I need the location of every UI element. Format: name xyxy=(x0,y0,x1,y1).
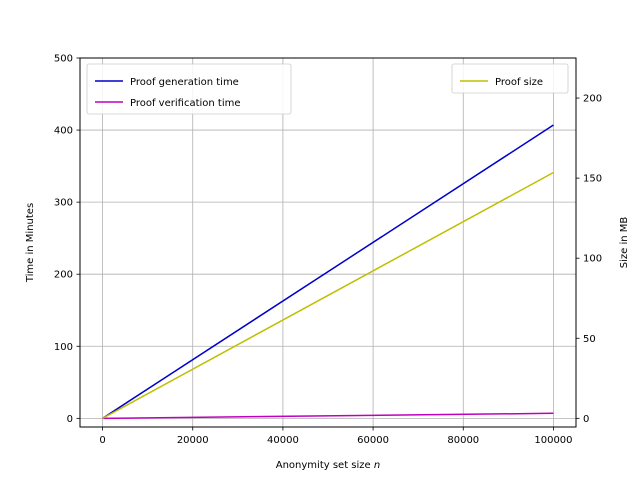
x-tick-label: 40000 xyxy=(267,435,299,446)
left-y-tick-label: 100 xyxy=(54,342,73,353)
x-tick-label: 100000 xyxy=(534,435,572,446)
series-layer xyxy=(102,124,554,420)
left-y-axis-title: Time in Minutes xyxy=(25,203,36,283)
legend-label: Proof generation time xyxy=(130,77,239,88)
left-y-tick-label: 500 xyxy=(54,54,73,65)
legend-right: Proof size xyxy=(451,63,569,94)
series-line-proof-size xyxy=(102,171,554,420)
plot-frame xyxy=(79,57,577,428)
right-y-tick-label: 150 xyxy=(583,174,602,185)
x-tick-label: 0 xyxy=(99,435,105,446)
x-tick-label: 60000 xyxy=(357,435,389,446)
left-y-axis-ticks: 0 100 200 300 400 500 xyxy=(54,54,80,425)
right-y-tick-label: 0 xyxy=(583,414,589,425)
right-y-axis-title: Size in MB xyxy=(619,217,630,269)
x-axis-title: Anonymity set size n xyxy=(276,460,380,471)
legend-label: Proof verification time xyxy=(130,98,241,109)
legend-box xyxy=(86,63,292,115)
left-y-tick-label: 200 xyxy=(54,270,73,281)
left-y-tick-label: 0 xyxy=(67,414,73,425)
x-axis-ticks: 0 20000 40000 60000 80000 100000 xyxy=(99,427,573,446)
right-y-tick-label: 200 xyxy=(583,94,602,105)
left-y-tick-label: 400 xyxy=(54,126,73,137)
series-line-proof-generation-time xyxy=(102,124,554,419)
x-axis-title-text: Anonymity set size xyxy=(276,460,371,471)
legend-left: Proof generation time Proof verification … xyxy=(86,63,292,115)
x-tick-label: 80000 xyxy=(447,435,479,446)
right-y-axis-ticks: 0 50 100 150 200 xyxy=(576,94,602,425)
x-axis-title-variable: n xyxy=(374,460,380,471)
legend-label: Proof size xyxy=(495,77,543,88)
series-line-proof-verification-time xyxy=(102,412,554,420)
legend-box xyxy=(451,63,569,94)
right-y-tick-label: 50 xyxy=(583,334,596,345)
right-y-tick-label: 100 xyxy=(583,254,602,265)
x-tick-label: 20000 xyxy=(177,435,209,446)
left-y-tick-label: 300 xyxy=(54,198,73,209)
